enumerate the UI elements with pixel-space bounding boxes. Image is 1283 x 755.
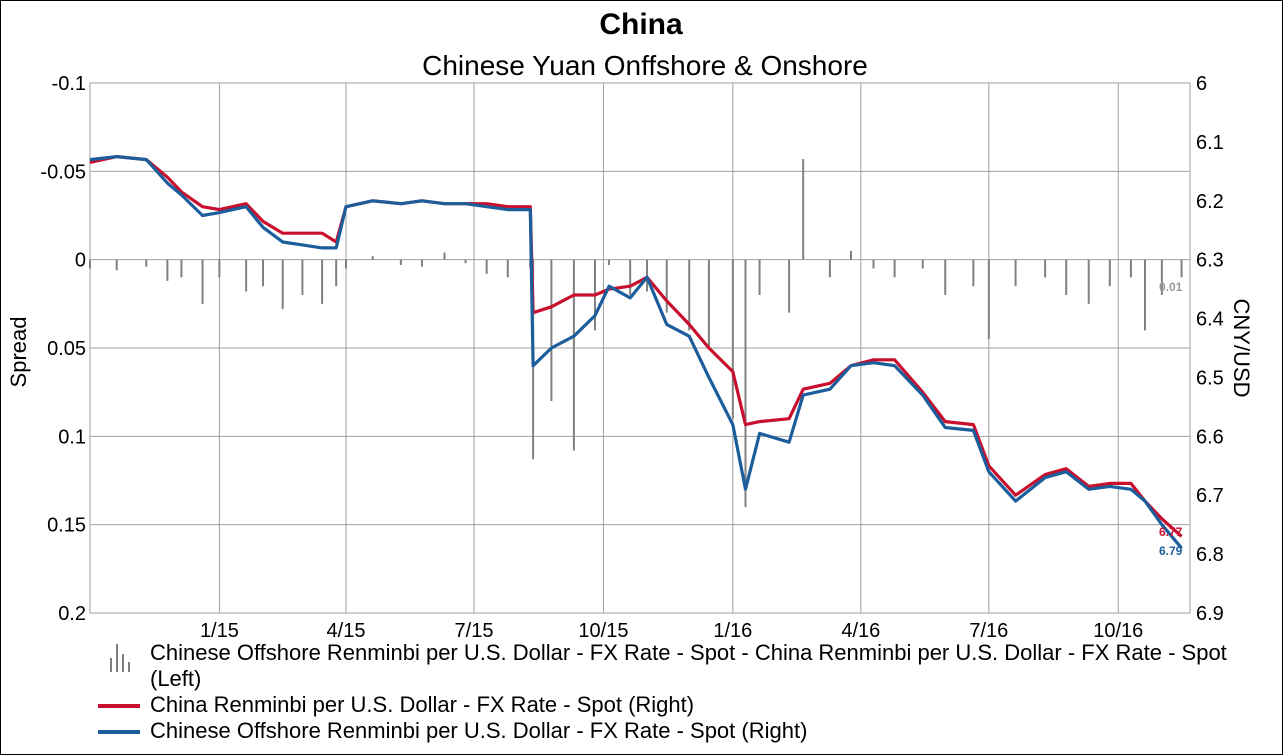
left-tick-label: 0.15 — [47, 515, 86, 537]
chart-title: China — [599, 8, 683, 41]
legend-item-spread: Chinese Offshore Renminbi per U.S. Dolla… — [98, 640, 1258, 692]
onshore-end-label: 6.77 — [1159, 525, 1183, 539]
left-tick-label: 0.2 — [58, 603, 86, 625]
legend: Chinese Offshore Renminbi per U.S. Dolla… — [98, 640, 1258, 744]
spread-end-label: 0.01 — [1159, 280, 1183, 294]
legend-label-onshore: China Renminbi per U.S. Dollar - FX Rate… — [150, 692, 695, 717]
offshore-end-label: 6.79 — [1159, 544, 1183, 558]
right-tick-label: 6.1 — [1196, 132, 1224, 154]
x-tick-label: 10/15 — [578, 620, 628, 640]
right-tick-label: 6.7 — [1196, 485, 1224, 507]
right-axis-label: CNY/USD — [1229, 298, 1254, 397]
fx-lines — [89, 155, 1183, 550]
legend-item-onshore: China Renminbi per U.S. Dollar - FX Rate… — [98, 692, 1258, 718]
right-tick-label: 6.3 — [1196, 250, 1224, 272]
onshore-line — [89, 155, 1183, 538]
legend-item-offshore: Chinese Offshore Renminbi per U.S. Dolla… — [98, 718, 1258, 744]
red-line-swatch-icon — [98, 704, 140, 708]
left-tick-label: 0.1 — [58, 426, 86, 448]
right-tick-label: 6.5 — [1196, 367, 1224, 389]
right-tick-label: 6.8 — [1196, 544, 1224, 566]
x-tick-label: 7/16 — [969, 620, 1008, 640]
left-tick-label: 0.05 — [47, 338, 86, 360]
x-tick-label: 10/16 — [1093, 620, 1143, 640]
tick-labels: -0.1 -0.05 0 0.05 0.1 0.15 0.2 6 6.1 6.2 6.3 6.4 6.5… — [40, 73, 1223, 640]
legend-label-offshore: Chinese Offshore Renminbi per U.S. Dolla… — [150, 718, 808, 743]
left-tick-label: -0.1 — [52, 73, 86, 95]
x-tick-label: 4/15 — [327, 620, 366, 640]
right-tick-label: 6.9 — [1196, 603, 1224, 625]
x-tick-label: 4/16 — [841, 620, 880, 640]
x-tick-label: 1/15 — [200, 620, 239, 640]
right-tick-label: 6.4 — [1196, 309, 1224, 331]
legend-label-spread: Chinese Offshore Renminbi per U.S. Dolla… — [150, 640, 1227, 691]
grid-lines — [89, 82, 1191, 614]
chart-subtitle: Chinese Yuan Onffshore & Onshore — [422, 50, 868, 81]
chart-svg: China Chinese Yuan Onffshore & Onshore S… — [6, 8, 1254, 640]
bar-swatch-icon — [110, 642, 130, 672]
left-tick-label: 0 — [75, 250, 86, 272]
left-axis-label: Spread — [6, 317, 31, 388]
offshore-line — [89, 155, 1183, 550]
blue-line-swatch-icon — [98, 730, 140, 734]
x-tick-label: 1/16 — [713, 620, 752, 640]
end-labels: 6.77 6.79 0.01 — [1159, 280, 1183, 558]
x-tick-label: 7/15 — [455, 620, 494, 640]
left-tick-label: -0.05 — [40, 161, 86, 183]
right-tick-label: 6.2 — [1196, 191, 1224, 213]
right-tick-label: 6.6 — [1196, 426, 1224, 448]
right-tick-label: 6 — [1196, 73, 1207, 95]
